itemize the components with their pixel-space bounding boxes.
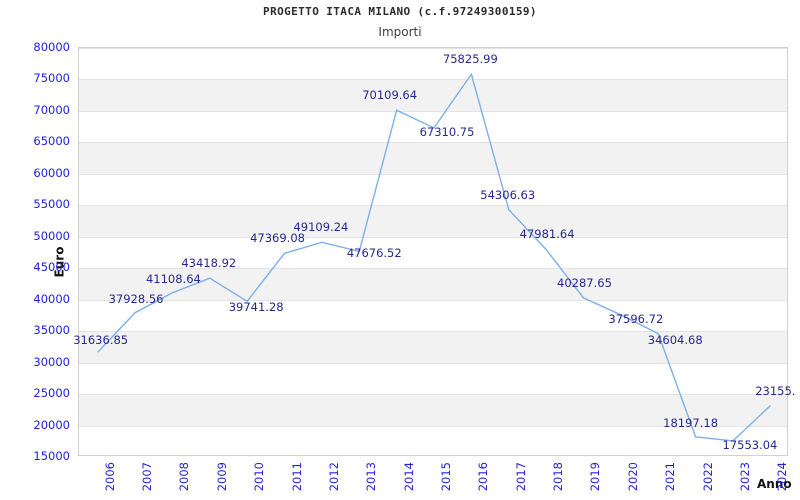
y-tick-label: 25000: [33, 386, 70, 401]
y-tick-label: 75000: [33, 71, 70, 86]
data-point-label: 70109.64: [362, 88, 418, 103]
y-tick-label: 55000: [33, 197, 70, 212]
data-point-label: 47369.08: [250, 231, 305, 246]
chart-subtitle: Importi: [378, 25, 422, 39]
plot-band: [79, 394, 787, 426]
plot-band: [79, 205, 787, 237]
grid-line: [79, 394, 787, 396]
grid-line: [79, 79, 787, 81]
x-tick-label: 2024: [775, 462, 790, 492]
plot-band: [79, 79, 787, 111]
plot-band: [79, 331, 787, 363]
x-tick-label: 2017: [513, 462, 528, 492]
data-point-label: 67310.75: [419, 124, 475, 139]
grid-line: [79, 362, 787, 364]
data-point-label: 75825.99: [442, 52, 498, 67]
x-tick-label: 2015: [439, 462, 453, 492]
grid-line: [79, 268, 787, 270]
y-tick-label: 20000: [33, 417, 70, 432]
x-tick-label: 2010: [252, 462, 267, 492]
data-point-label: 18197.18: [663, 415, 719, 430]
y-tick-label: 45000: [33, 260, 70, 275]
y-tick-label: 70000: [33, 102, 70, 117]
y-tick-label: 65000: [33, 134, 70, 149]
grid-line: [79, 173, 787, 175]
x-tick-label: 2018: [551, 462, 566, 492]
y-tick-label: 15000: [33, 449, 70, 463]
data-point-label: 37596.72: [608, 311, 664, 326]
grid-line: [79, 142, 787, 144]
data-point-label: 34604.68: [647, 332, 703, 347]
x-tick-label: 2012: [326, 462, 341, 492]
grid-line: [79, 205, 787, 207]
data-point-label: 54306.63: [480, 187, 536, 202]
grid-line: [79, 48, 787, 49]
x-tick-label: 2020: [625, 462, 640, 492]
chart-title: PROGETTO ITACA MILANO (c.f.97249300159): [263, 5, 537, 18]
x-tick-label: 2023: [737, 462, 752, 492]
plot-band: [79, 268, 787, 300]
x-tick-label: 2006: [102, 462, 117, 492]
y-tick-label: 30000: [33, 354, 70, 369]
x-tick-label: 2022: [700, 462, 715, 492]
x-tick-label: 2019: [588, 462, 603, 492]
x-tick-label: 2014: [401, 462, 416, 492]
y-tick-label: 40000: [33, 291, 70, 306]
series-line: [97, 72, 771, 442]
x-tick-label: 2013: [364, 462, 379, 492]
data-point-label: 39741.28: [228, 300, 284, 315]
plot-band: [79, 142, 787, 174]
y-tick-label: 80000: [33, 40, 70, 54]
plot-area: [78, 47, 788, 456]
data-point-label: 47981.64: [519, 227, 575, 242]
data-point-label: 17553.04: [722, 437, 778, 452]
data-point-label: 31636.85: [73, 333, 129, 348]
x-tick-label: 2009: [214, 462, 229, 492]
data-point-label: 49109.24: [293, 220, 349, 235]
grid-line: [79, 110, 787, 112]
y-tick-label: 60000: [33, 165, 70, 180]
x-tick-label: 2007: [140, 462, 155, 492]
series-polyline: [97, 72, 771, 442]
data-point-label: 40287.65: [557, 275, 612, 290]
y-tick-label: 50000: [33, 228, 70, 243]
x-tick-label: 2016: [476, 462, 491, 492]
grid-line: [79, 425, 787, 427]
y-tick-label: 35000: [33, 323, 70, 338]
data-point-label: 43418.92: [181, 256, 237, 271]
grid-line: [79, 236, 787, 238]
x-tick-label: 2021: [663, 462, 678, 492]
x-axis-title: Anno: [757, 477, 792, 491]
x-tick-label: 2011: [289, 462, 304, 492]
data-point-label: 23155.: [755, 383, 796, 398]
grid-line: [79, 331, 787, 333]
data-point-label: 37928.56: [108, 291, 164, 306]
data-point-label: 41108.64: [145, 271, 201, 286]
data-point-label: 47676.52: [346, 246, 402, 261]
x-tick-label: 2008: [177, 462, 192, 492]
grid-line: [79, 299, 787, 301]
